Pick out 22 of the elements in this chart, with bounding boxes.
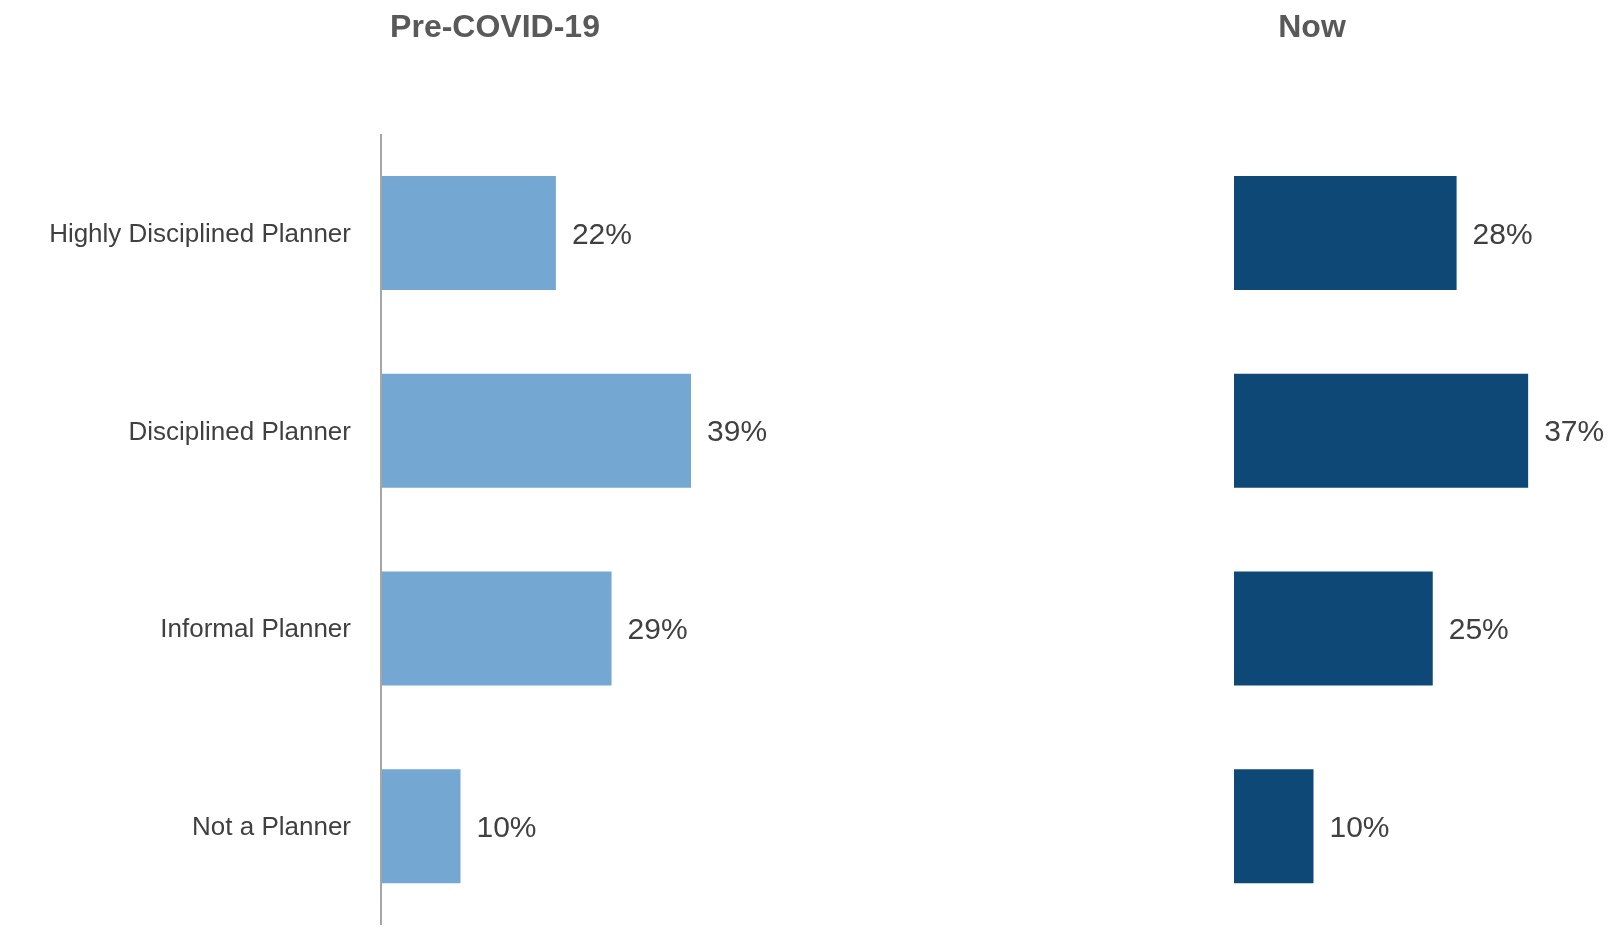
bar — [381, 769, 461, 884]
data-label: 28% — [1472, 216, 1533, 250]
y-tick-label: Highly Disciplined Planner — [49, 217, 352, 248]
data-label: 22% — [571, 216, 632, 250]
bar — [1234, 571, 1433, 686]
bar — [1234, 769, 1314, 884]
bar — [1234, 373, 1529, 488]
y-tick-label: Informal Planner — [160, 613, 352, 644]
bar — [1234, 176, 1457, 290]
data-label: 39% — [707, 414, 768, 448]
y-tick-label: Disciplined Planner — [128, 415, 352, 446]
data-label: 37% — [1544, 414, 1605, 448]
data-label: 10% — [476, 809, 537, 843]
chart-title: Now — [1277, 8, 1347, 44]
y-tick-label: Not a Planner — [192, 811, 352, 842]
data-label: 25% — [1448, 612, 1509, 646]
data-label: 29% — [627, 612, 688, 646]
data-label: 10% — [1329, 809, 1390, 843]
bar — [381, 373, 692, 488]
bar — [381, 571, 612, 686]
chart-title: Pre-COVID-19 — [389, 8, 601, 44]
bar — [381, 176, 556, 290]
